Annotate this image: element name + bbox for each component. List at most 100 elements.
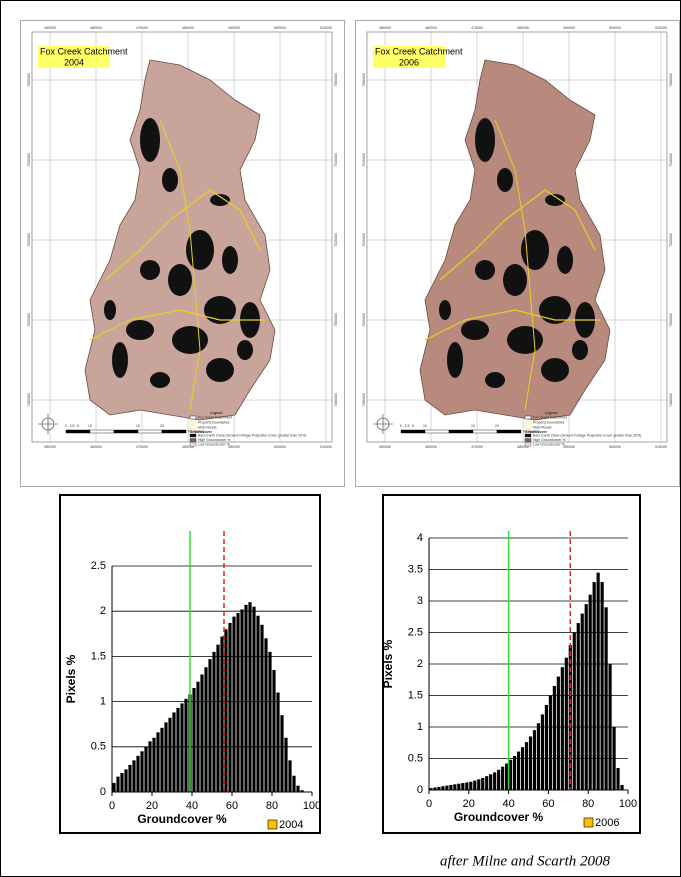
bar	[264, 638, 267, 792]
map-northing: 7560000	[334, 73, 338, 87]
bar	[616, 768, 619, 790]
bar	[501, 767, 504, 790]
map-easting: 470000	[136, 445, 148, 449]
dark-cover	[150, 372, 170, 388]
bar	[609, 664, 612, 790]
bar	[276, 693, 279, 792]
bar	[204, 667, 207, 792]
dark-cover	[541, 358, 569, 382]
scale-bar	[90, 430, 114, 433]
y-tick-label: 1.5	[408, 689, 423, 701]
map-northing: 7480000	[362, 393, 366, 407]
bar	[236, 613, 239, 792]
map-legend-item: Fox Creek Catchment	[198, 415, 232, 419]
bar	[148, 741, 151, 792]
bar	[260, 625, 263, 792]
y-tick-label: 4	[417, 532, 423, 544]
scale-bar	[162, 430, 186, 433]
bar	[208, 659, 211, 792]
map-northing: 7520000	[362, 233, 366, 247]
bar	[521, 747, 524, 790]
dark-cover	[172, 326, 208, 354]
bar	[252, 607, 255, 792]
x-tick-label: 0	[109, 800, 115, 812]
legend-swatch	[190, 421, 196, 424]
bar	[573, 633, 576, 791]
x-tick-label: 40	[502, 798, 514, 810]
map-northing: 7560000	[669, 73, 673, 87]
legend-swatch	[190, 416, 196, 419]
map-easting: 490000	[228, 26, 240, 30]
x-tick-label: 40	[186, 800, 198, 812]
map-title: Fox Creek Catchment	[375, 46, 463, 56]
bar	[493, 772, 496, 790]
map-easting: 490000	[563, 445, 575, 449]
bar	[481, 778, 484, 790]
bar	[288, 760, 291, 792]
y-tick-label: 2.5	[408, 626, 423, 638]
bar	[128, 765, 131, 792]
bar	[497, 770, 500, 790]
bar	[441, 786, 444, 790]
map-northing: 7500000	[669, 313, 673, 327]
map-easting: 470000	[136, 26, 148, 30]
bar	[216, 645, 219, 792]
map-legend-item: Bare Earth Class (Ground Foliage Project…	[533, 433, 641, 437]
legend-swatch	[584, 818, 593, 827]
y-tick-label: 2	[417, 658, 423, 670]
bar	[164, 722, 167, 792]
scale-bar	[138, 430, 162, 433]
map-northing: 7480000	[669, 393, 673, 407]
scale-label: 10	[88, 424, 92, 428]
legend-swatch	[268, 820, 277, 829]
map-easting: 460000	[425, 26, 437, 30]
dark-cover	[497, 168, 513, 192]
scale-label: 0	[400, 424, 402, 428]
x-tick-label: 20	[463, 798, 475, 810]
caption: after Milne and Scarth 2008	[440, 853, 610, 869]
map-easting: 480000	[517, 26, 529, 30]
x-axis-label: Groundcover %	[137, 812, 227, 826]
legend-swatch	[525, 439, 531, 442]
bar	[461, 783, 464, 790]
y-tick-label: 0.5	[408, 752, 423, 764]
y-tick-label: 0	[417, 784, 423, 796]
dark-cover	[503, 264, 527, 296]
bar	[184, 699, 187, 792]
map-easting: 450000	[44, 445, 56, 449]
map-panel: 4500004500004600004600004700004700004800…	[21, 21, 345, 487]
map-year: 2004	[64, 57, 84, 67]
dark-cover	[222, 246, 238, 274]
x-tick-label: 20	[146, 800, 158, 812]
bar	[192, 688, 195, 792]
map-easting: 510000	[320, 26, 332, 30]
map-northing: 7540000	[669, 153, 673, 167]
bar	[156, 732, 159, 792]
bar	[489, 774, 492, 790]
bar	[140, 751, 143, 792]
map-easting: 490000	[563, 26, 575, 30]
bar	[557, 677, 560, 790]
dark-cover	[140, 118, 160, 162]
y-axis-label: Pixels %	[64, 654, 78, 703]
y-tick-label: 0.5	[91, 741, 106, 753]
legend-swatch	[525, 443, 531, 446]
dark-cover	[475, 260, 495, 280]
y-tick-label: 2	[100, 605, 106, 617]
legend-swatch	[525, 416, 531, 419]
scale-label: 0	[65, 424, 67, 428]
bar	[589, 595, 592, 790]
dark-cover	[168, 264, 192, 296]
bar	[180, 703, 183, 792]
map-northing: 7560000	[27, 73, 31, 87]
map-panel: 4500004500004600004600004700004700004800…	[356, 21, 680, 487]
page: 4500004500004600004600004700004700004800…	[0, 0, 681, 877]
y-tick-label: 0	[100, 786, 106, 798]
bar	[280, 715, 283, 792]
scale-bar	[473, 430, 497, 433]
bar	[529, 736, 532, 790]
bar	[509, 760, 512, 790]
map-title: Fox Creek Catchment	[40, 46, 128, 56]
map-legend-item: High Groundcover %	[533, 438, 566, 442]
map-easting: 470000	[471, 26, 483, 30]
